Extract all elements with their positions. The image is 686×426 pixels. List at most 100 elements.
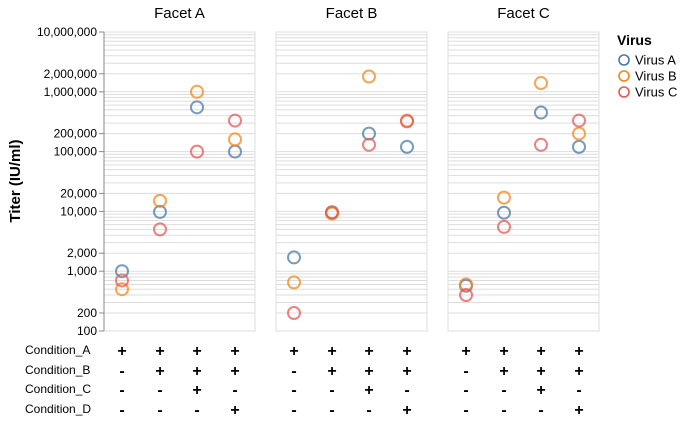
- condition-mark: -: [232, 382, 237, 399]
- legend-label: Virus B: [635, 69, 677, 84]
- condition-mark: -: [157, 402, 162, 419]
- facet-frame: [447, 31, 600, 332]
- condition-mark: +: [192, 343, 201, 360]
- condition-mark: -: [463, 382, 468, 399]
- facet-frames: [103, 31, 600, 332]
- data-point: [325, 205, 339, 220]
- condition-mark: +: [536, 363, 545, 380]
- legend-title: Virus: [617, 32, 652, 48]
- condition-mark: +: [192, 363, 201, 380]
- data-point: [400, 114, 414, 129]
- condition-mark: +: [402, 343, 411, 360]
- facet-title: Facet B: [326, 5, 378, 22]
- condition-mark: +: [230, 343, 239, 360]
- condition-table: Condition_A + + + + + + + + + + + + Condition_B - + + + - +…: [25, 343, 584, 419]
- condition-mark: -: [194, 402, 199, 419]
- legend-symbol: [618, 70, 630, 82]
- facet-frame: [275, 31, 428, 332]
- condition-mark: +: [230, 402, 239, 419]
- y-tick-label: 10,000: [60, 204, 97, 218]
- y-tick-label: 200,000: [54, 127, 98, 141]
- condition-mark: +: [155, 363, 164, 380]
- condition-mark: +: [327, 343, 336, 360]
- data-point: [400, 139, 414, 154]
- data-point: [459, 287, 473, 302]
- condition-mark: +: [536, 343, 545, 360]
- grid-layer: [104, 31, 599, 332]
- data-point: [497, 190, 511, 205]
- condition-mark: -: [501, 402, 506, 419]
- data-point: [115, 282, 129, 297]
- data-point: [287, 275, 301, 290]
- condition-mark: +: [192, 382, 201, 399]
- condition-mark: -: [329, 382, 334, 399]
- data-points: [115, 69, 586, 320]
- data-point: [362, 69, 376, 84]
- data-point: [572, 126, 586, 141]
- data-point: [459, 277, 473, 292]
- condition-mark: +: [155, 343, 164, 360]
- data-point: [287, 250, 301, 265]
- condition-mark: +: [230, 363, 239, 380]
- y-tick-label: 1,000,000: [44, 85, 98, 99]
- data-point: [572, 139, 586, 154]
- condition-mark: -: [291, 363, 296, 380]
- y-axis-title: Titer (IU/ml): [7, 139, 24, 222]
- facet-title: Facet C: [497, 5, 550, 22]
- condition-mark: +: [364, 363, 373, 380]
- condition-mark: +: [536, 382, 545, 399]
- y-tick-label: 20,000: [60, 186, 97, 200]
- condition-mark: -: [366, 402, 371, 419]
- data-point: [190, 84, 204, 99]
- data-point: [497, 205, 511, 220]
- condition-mark: -: [501, 382, 506, 399]
- condition-mark: -: [291, 382, 296, 399]
- facet-title: Facet A: [154, 5, 205, 22]
- condition-mark: -: [404, 382, 409, 399]
- condition-mark: -: [538, 402, 543, 419]
- condition-mark: +: [364, 343, 373, 360]
- data-point: [572, 113, 586, 128]
- data-point: [153, 222, 167, 237]
- condition-mark: -: [291, 402, 296, 419]
- condition-mark: +: [117, 343, 126, 360]
- condition-label: Condition_D: [25, 402, 91, 416]
- condition-mark: +: [327, 363, 336, 380]
- condition-mark: +: [364, 382, 373, 399]
- data-point: [115, 273, 129, 288]
- legend-label: Virus C: [635, 85, 677, 100]
- condition-mark: -: [119, 402, 124, 419]
- y-tick-label: 200: [77, 306, 97, 320]
- y-tick-label: 100: [77, 324, 97, 338]
- condition-mark: +: [402, 363, 411, 380]
- condition-mark: +: [499, 363, 508, 380]
- y-tick-label: 2,000: [67, 246, 97, 260]
- condition-mark: +: [289, 343, 298, 360]
- condition-label: Condition_A: [25, 343, 90, 357]
- y-tick-label: 10,000,000: [37, 25, 97, 39]
- data-point: [228, 113, 242, 128]
- y-tick-label: 1,000: [67, 264, 97, 278]
- data-point: [153, 193, 167, 208]
- condition-mark: -: [119, 382, 124, 399]
- facet-titles: Facet A Facet B Facet C: [154, 5, 550, 22]
- data-point: [534, 105, 548, 120]
- data-point: [190, 144, 204, 159]
- data-point: [534, 137, 548, 152]
- data-point: [190, 100, 204, 115]
- y-tick-label: 2,000,000: [44, 67, 98, 81]
- data-point: [115, 264, 129, 279]
- data-point: [362, 137, 376, 152]
- data-point: [534, 76, 548, 91]
- condition-label: Condition_B: [25, 363, 90, 377]
- data-point: [497, 219, 511, 234]
- condition-mark: -: [157, 382, 162, 399]
- condition-mark: -: [576, 382, 581, 399]
- condition-mark: +: [574, 363, 583, 380]
- data-point: [228, 132, 242, 147]
- condition-mark: +: [499, 343, 508, 360]
- condition-mark: -: [463, 363, 468, 380]
- condition-mark: +: [402, 402, 411, 419]
- condition-label: Condition_C: [25, 382, 91, 396]
